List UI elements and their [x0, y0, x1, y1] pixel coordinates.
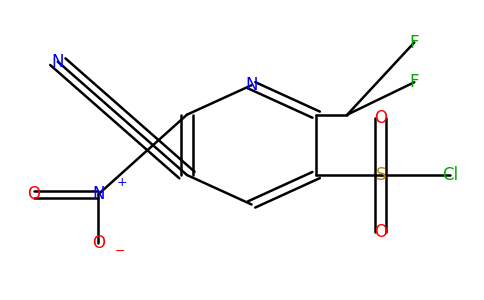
Text: O: O — [28, 185, 40, 203]
Text: +: + — [117, 176, 128, 189]
Text: F: F — [409, 34, 419, 52]
Text: S: S — [376, 166, 386, 184]
Text: N: N — [52, 53, 64, 71]
Text: F: F — [409, 73, 419, 91]
Text: −: − — [115, 245, 125, 258]
Text: N: N — [92, 185, 105, 203]
Text: O: O — [374, 224, 387, 242]
Text: Cl: Cl — [442, 166, 458, 184]
Text: O: O — [374, 109, 387, 127]
Text: O: O — [92, 234, 105, 252]
Text: N: N — [245, 76, 258, 94]
